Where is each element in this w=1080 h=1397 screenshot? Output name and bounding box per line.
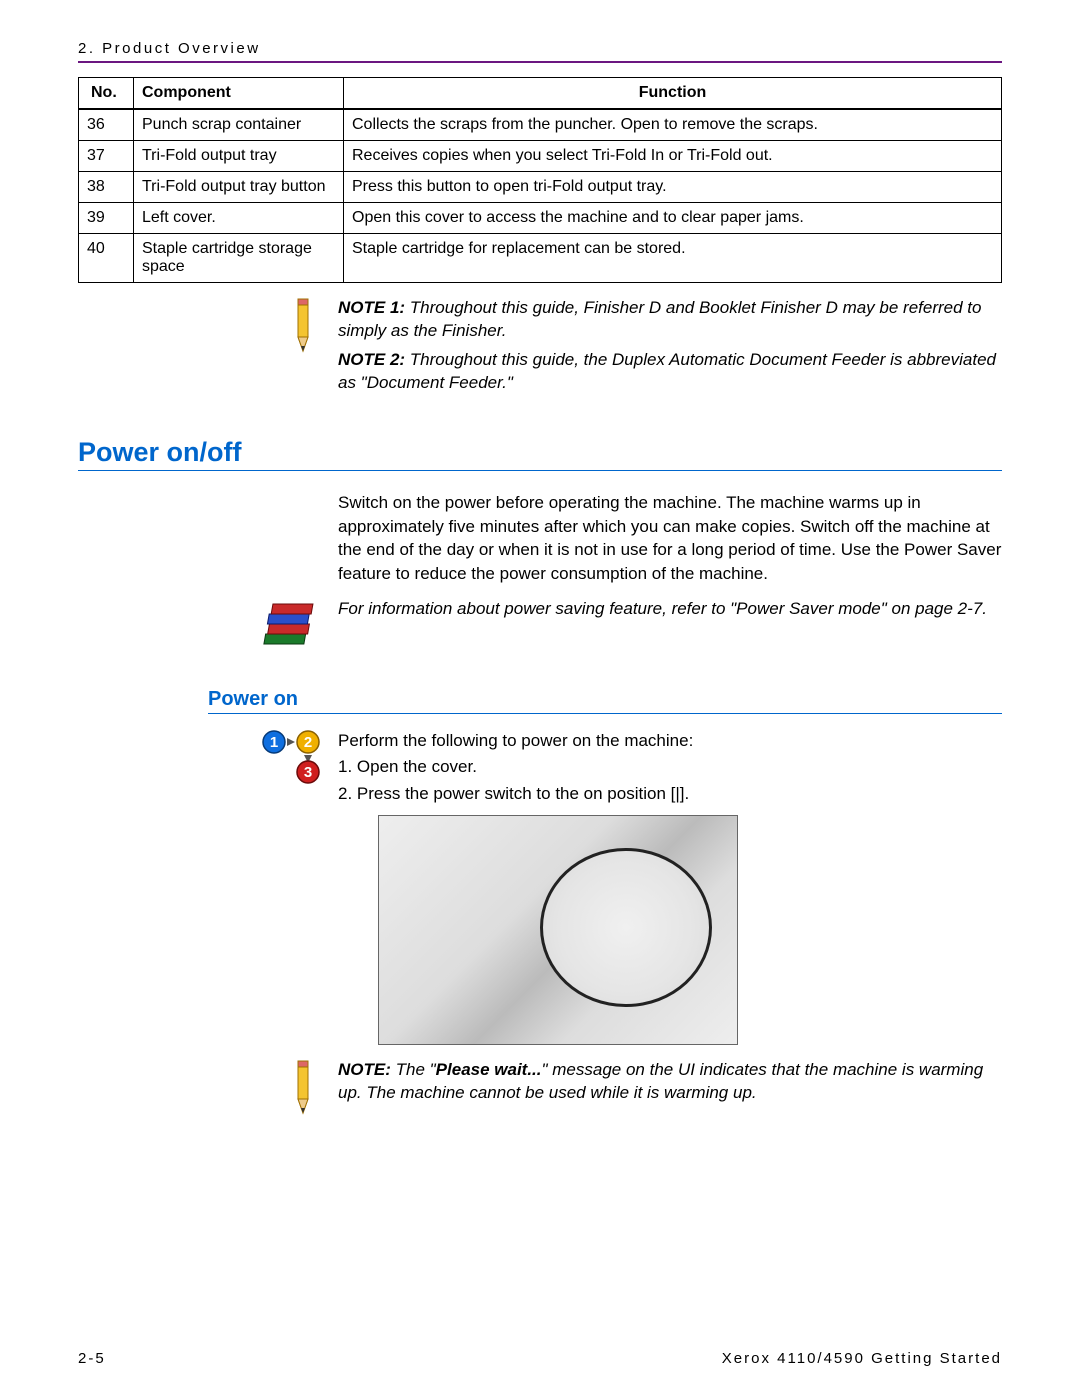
pencil-icon <box>284 297 320 353</box>
power-body-text: Switch on the power before operating the… <box>338 491 1002 586</box>
step-2: 2. Press the power switch to the on posi… <box>338 781 1002 807</box>
reference-row: For information about power saving featu… <box>78 598 1002 656</box>
note-wait-label: NOTE: <box>338 1060 391 1079</box>
cell-component: Tri-Fold output tray button <box>134 172 344 203</box>
col-header-function: Function <box>344 78 1002 110</box>
books-icon <box>260 598 320 656</box>
steps-badge-icon: 1 2 3 <box>260 728 322 784</box>
pencil-icon <box>284 1059 320 1115</box>
footer-page-number: 2-5 <box>78 1350 106 1367</box>
note-text: NOTE 1: Throughout this guide, Finisher … <box>338 297 1002 395</box>
cell-no: 40 <box>79 234 134 283</box>
cell-no: 36 <box>79 109 134 141</box>
note1-label: NOTE 1: <box>338 298 405 317</box>
page: 2. Product Overview No. Component Functi… <box>0 0 1080 1397</box>
cell-function: Receives copies when you select Tri-Fold… <box>344 141 1002 172</box>
note-wait-text: NOTE: The "Please wait..." message on th… <box>338 1059 1002 1115</box>
cell-function: Collects the scraps from the puncher. Op… <box>344 109 1002 141</box>
cell-component: Left cover. <box>134 203 344 234</box>
cell-function: Open this cover to access the machine an… <box>344 203 1002 234</box>
note1-text: Throughout this guide, Finisher D and Bo… <box>338 298 981 340</box>
power-switch-figure <box>378 815 738 1045</box>
cell-component: Punch scrap container <box>134 109 344 141</box>
note-icon-col <box>78 297 338 395</box>
cell-no: 38 <box>79 172 134 203</box>
cell-no: 37 <box>79 141 134 172</box>
section-heading-power-on: Power on <box>208 688 1002 714</box>
reference-icon-col <box>78 598 338 656</box>
table-row: 36 Punch scrap container Collects the sc… <box>79 109 1002 141</box>
table-row: 39 Left cover. Open this cover to access… <box>79 203 1002 234</box>
svg-text:1: 1 <box>270 734 278 751</box>
footer: 2-5 Xerox 4110/4590 Getting Started <box>78 1350 1002 1367</box>
table-row: 38 Tri-Fold output tray button Press thi… <box>79 172 1002 203</box>
steps-text: Perform the following to power on the ma… <box>338 728 1002 807</box>
breadcrumb: 2. Product Overview <box>78 40 1002 61</box>
reference-text: For information about power saving featu… <box>338 598 1002 656</box>
cell-function: Staple cartridge for replacement can be … <box>344 234 1002 283</box>
table-header-row: No. Component Function <box>79 78 1002 110</box>
figure-callout-circle <box>540 848 712 1008</box>
steps-icon-col: 1 2 3 <box>78 728 338 807</box>
components-table: No. Component Function 36 Punch scrap co… <box>78 77 1002 283</box>
power-on-steps: 1 2 3 Perform the following to power on … <box>78 728 1002 807</box>
note-wait-bold: Please wait... <box>436 1060 542 1079</box>
section-heading-power-onoff: Power on/off <box>78 437 1002 471</box>
steps-intro: Perform the following to power on the ma… <box>338 728 1002 754</box>
svg-text:2: 2 <box>304 734 312 751</box>
note-block-wait: NOTE: The "Please wait..." message on th… <box>78 1059 1002 1115</box>
note-wait-span1: The " <box>391 1060 436 1079</box>
table-row: 40 Staple cartridge storage space Staple… <box>79 234 1002 283</box>
note-icon-col <box>78 1059 338 1115</box>
note2-label: NOTE 2: <box>338 350 405 369</box>
header-rule <box>78 61 1002 63</box>
table-row: 37 Tri-Fold output tray Receives copies … <box>79 141 1002 172</box>
cell-no: 39 <box>79 203 134 234</box>
cell-component: Staple cartridge storage space <box>134 234 344 283</box>
step-1: 1. Open the cover. <box>338 754 1002 780</box>
svg-text:3: 3 <box>304 764 312 781</box>
note-block-1: NOTE 1: Throughout this guide, Finisher … <box>78 297 1002 395</box>
note2-text: Throughout this guide, the Duplex Automa… <box>338 350 996 392</box>
note1: NOTE 1: Throughout this guide, Finisher … <box>338 297 1002 343</box>
cell-function: Press this button to open tri-Fold outpu… <box>344 172 1002 203</box>
col-header-no: No. <box>79 78 134 110</box>
cell-component: Tri-Fold output tray <box>134 141 344 172</box>
note2: NOTE 2: Throughout this guide, the Duple… <box>338 349 1002 395</box>
footer-doc-title: Xerox 4110/4590 Getting Started <box>722 1350 1002 1367</box>
col-header-component: Component <box>134 78 344 110</box>
